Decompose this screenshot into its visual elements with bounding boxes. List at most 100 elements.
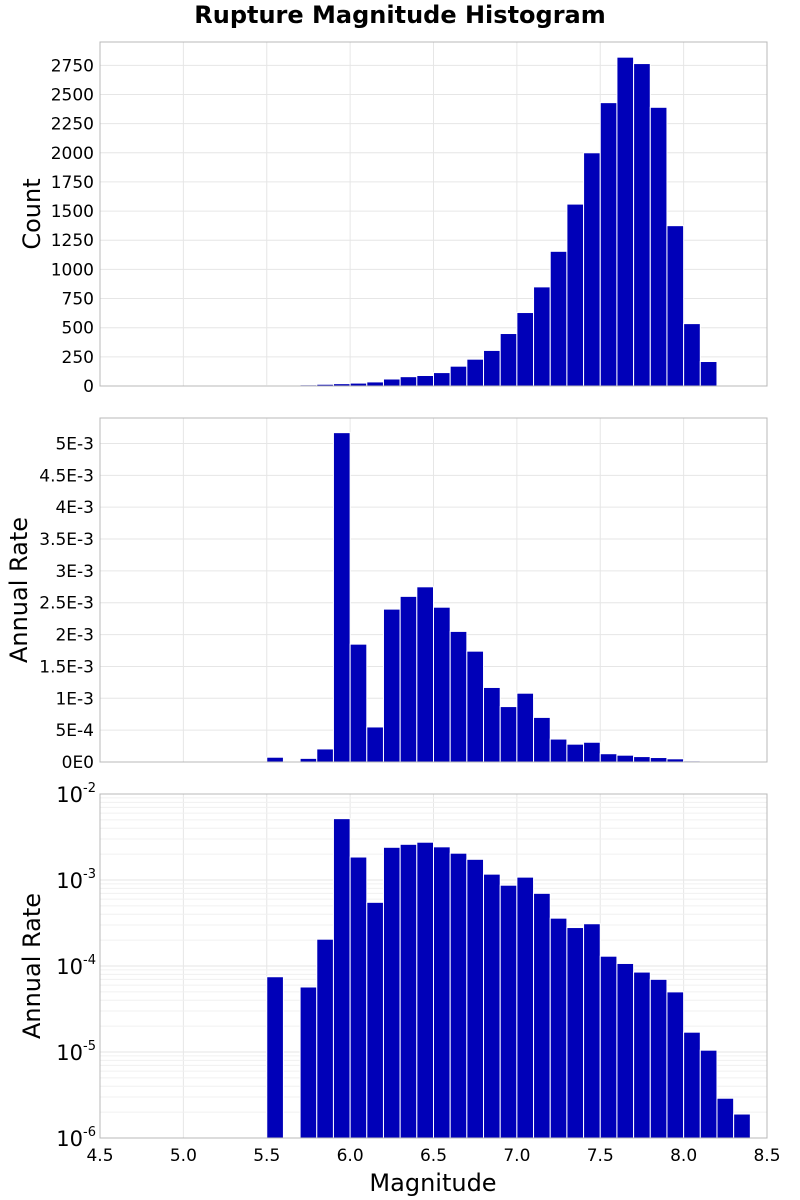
bar-rate-linear	[566, 743, 585, 763]
bar-rate-linear	[499, 706, 518, 763]
bar-rate-log	[449, 852, 468, 1139]
y-tick-label: 1500	[51, 202, 94, 222]
bar-rate-log	[332, 818, 351, 1139]
bar-count	[433, 372, 451, 387]
bar-count	[633, 63, 651, 387]
bar-rate-linear	[649, 757, 668, 763]
x-tick-label: 5.0	[170, 1146, 197, 1166]
x-tick-label: 4.5	[86, 1146, 113, 1166]
bar-rate-linear	[416, 586, 435, 763]
bar-count	[499, 333, 518, 387]
bar-count	[616, 56, 635, 387]
bar-rate-linear	[382, 608, 401, 763]
bar-count	[549, 250, 568, 387]
y-tick-label: 1000	[51, 260, 94, 280]
bar-rate-log	[733, 1113, 751, 1139]
y-tick-label: 500	[62, 319, 94, 339]
bar-rate-log	[499, 884, 518, 1139]
bar-rate-linear	[549, 738, 568, 763]
x-tick-label: 7.5	[587, 1146, 614, 1166]
bar-rate-linear	[633, 756, 651, 763]
bar-rate-log	[316, 938, 334, 1139]
bar-rate-log	[366, 901, 384, 1139]
bar-rate-log	[616, 962, 635, 1139]
bar-count	[566, 203, 585, 387]
x-tick-label: 5.5	[253, 1146, 280, 1166]
plot-frame	[99, 793, 768, 1139]
bar-rate-linear	[483, 686, 501, 763]
x-tick-label: 8.0	[670, 1146, 697, 1166]
bar-count	[649, 106, 668, 387]
y-tick-label: 10-6	[56, 1125, 96, 1151]
bar-rate-log	[666, 991, 685, 1139]
bar-rate-log	[699, 1049, 718, 1139]
count-panel: 0 250 500 750 1000 1250 1500 1750 2000 2250 2500 27…	[18, 41, 768, 397]
bar-count	[483, 349, 501, 387]
y-tick-label: 2250	[51, 115, 94, 135]
y-axis-label: Annual Rate	[18, 893, 46, 1039]
bar-rate-linear	[433, 606, 451, 763]
y-tick-label: 3.5E-3	[39, 530, 94, 550]
y-tick-label: 1750	[51, 173, 94, 193]
bar-count	[416, 375, 435, 387]
bar-count	[466, 358, 485, 387]
bar-count	[699, 361, 718, 387]
bar-rate-log	[433, 846, 451, 1139]
y-axis-label: Count	[18, 178, 46, 249]
y-tick-label: 5E-4	[55, 721, 94, 741]
y-tick-label: 250	[62, 348, 94, 368]
x-tick-label: 8.5	[753, 1146, 780, 1166]
bar-rate-log	[533, 892, 551, 1139]
x-tick-label: 7.0	[503, 1146, 530, 1166]
bar-rate-log	[299, 986, 318, 1139]
bar-rate-linear	[399, 595, 418, 763]
y-tick-label: 1E-3	[55, 689, 94, 709]
x-axis: 4.5 5.0 5.5 6.0 6.5 7.0 7.5 8.0 8.5	[86, 1146, 780, 1166]
annual-rate-log-panel: 10-6 10-5 10-4 10-3 10-2 Annual Rate	[18, 781, 768, 1151]
bar-count	[399, 376, 418, 387]
bar-count	[583, 152, 601, 387]
bar-rate-log	[483, 873, 501, 1139]
bar-count	[449, 365, 468, 387]
bar-rate-log	[599, 955, 618, 1139]
y-tick-label: 2E-3	[55, 626, 94, 646]
y-axis-label: Annual Rate	[5, 517, 33, 663]
bar-rate-log	[349, 856, 368, 1139]
y-tick-label: 3E-3	[55, 562, 94, 582]
y-tick-label: 2750	[51, 56, 94, 76]
y-tick-label: 0	[83, 377, 94, 397]
bar-rate-log	[566, 927, 585, 1139]
bar-rate-linear	[599, 753, 618, 763]
chart-title: Rupture Magnitude Histogram	[194, 1, 606, 29]
plot-frame	[99, 41, 768, 387]
x-axis-label: Magnitude	[369, 1169, 496, 1197]
y-tick-label: 4.5E-3	[39, 466, 94, 486]
bar-rate-linear	[466, 650, 485, 763]
y-tick-label: 10-4	[56, 953, 96, 979]
y-tick-label: 1.5E-3	[39, 657, 94, 677]
bar-count	[366, 381, 384, 387]
y-tick-label: 2000	[51, 144, 94, 164]
y-tick-label: 5E-3	[55, 434, 94, 454]
bar-rate-linear	[299, 757, 318, 763]
bar-rate-linear	[449, 630, 468, 763]
bar-rate-linear	[366, 726, 384, 763]
y-tick-label: 1250	[51, 231, 94, 251]
bar-rate-linear	[266, 756, 284, 763]
y-tick-label: 4E-3	[55, 498, 94, 518]
bar-rate-log	[716, 1097, 735, 1139]
bar-rate-linear	[332, 432, 351, 763]
bar-rate-log	[466, 858, 485, 1139]
bar-rate-linear	[516, 692, 535, 763]
bar-rate-log	[266, 976, 284, 1139]
bar-rate-log	[399, 843, 418, 1139]
bar-rate-log	[583, 923, 601, 1139]
y-tick-label: 0E0	[62, 753, 94, 773]
bar-count	[533, 286, 551, 387]
bar-rate-log	[549, 917, 568, 1139]
y-tick-label: 750	[62, 290, 94, 310]
bar-count	[683, 323, 701, 387]
bar-rate-linear	[616, 754, 635, 763]
y-tick-label: 10-3	[56, 867, 96, 893]
